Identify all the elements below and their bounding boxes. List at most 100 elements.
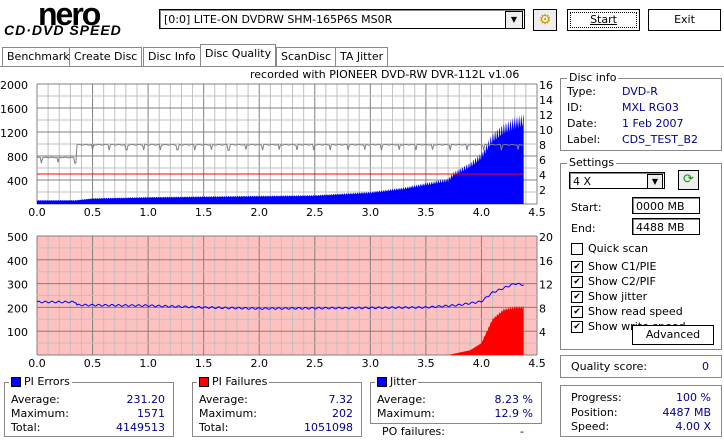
disc-info-key: Date: — [567, 117, 597, 130]
y-tick-label: 100 — [7, 326, 28, 339]
advanced-button[interactable]: Advanced — [632, 325, 714, 345]
disc-info-value: MXL RG03 — [622, 101, 679, 114]
disc-quality-charts: 0.0 0.5 1.0 1.5 2.0 2.5 3.0 3.5 4.0 4.5 2000 1600 12… — [0, 79, 553, 370]
checkbox-box[interactable] — [571, 243, 583, 255]
disc-info-key: Type: — [567, 85, 596, 98]
average-value: 7.32 — [328, 393, 354, 406]
quality-score-value: 0 — [702, 360, 709, 373]
refresh-icon[interactable]: ⟳ — [678, 170, 699, 190]
disc-info-title: Disc info — [567, 71, 619, 84]
checkbox-box[interactable]: ✔ — [571, 291, 583, 303]
speed-value: 4 X — [573, 175, 592, 188]
checkbox-box[interactable]: ✔ — [571, 321, 583, 333]
speed-select[interactable]: 4 X ▼ — [569, 172, 665, 189]
end-input[interactable]: 4488 MB — [632, 218, 700, 235]
checkbox-box[interactable]: ✔ — [571, 261, 583, 273]
disc-info-group: Disc info Type: DVD-R ID: MXL RG03 Date: 1 Fe… — [560, 71, 722, 151]
maximum-value: 1571 — [137, 407, 165, 420]
y-tick-label: 1200 — [0, 127, 28, 140]
checkbox-label: Quick scan — [588, 242, 649, 255]
checkbox-label: Show C2/PIF — [588, 275, 656, 288]
tab-disc-quality[interactable]: Disc Quality — [200, 44, 277, 67]
checkbox-show-c2-pif[interactable]: ✔ Show C2/PIF — [571, 275, 656, 288]
x-tick-label: 2.5 — [306, 357, 324, 370]
tab-ta-jitter[interactable]: TA Jitter — [335, 47, 389, 66]
y2-tick-label: 16 — [539, 79, 553, 92]
progress-value: 100 % — [676, 391, 711, 404]
x-tick-label: 0.5 — [84, 206, 102, 219]
y2-tick-label: 10 — [539, 124, 553, 137]
average-value: 8.23 % — [494, 393, 533, 406]
x-tick-label: 3.5 — [417, 357, 435, 370]
average-label: Average: — [11, 393, 60, 406]
pi-errors-series — [37, 113, 524, 204]
checkbox-quick-scan[interactable]: Quick scan — [571, 242, 648, 255]
y-tick-label: 300 — [7, 279, 28, 292]
checkbox-show-read-speed[interactable]: ✔ Show read speed — [571, 305, 683, 318]
checkbox-show-jitter[interactable]: ✔ Show jitter — [571, 290, 647, 303]
position-value: 4487 MB — [662, 406, 711, 419]
checkbox-label: Show read speed — [588, 305, 683, 318]
checkbox-box[interactable]: ✔ — [571, 276, 583, 288]
start-button[interactable]: Start — [567, 9, 640, 31]
settings-title: Settings — [567, 156, 617, 169]
total-label: Total: — [11, 421, 41, 434]
x-tick-label: 1.5 — [195, 357, 213, 370]
x-tick-label: 2.0 — [250, 206, 268, 219]
x-tick-label: 4.0 — [473, 357, 491, 370]
quality-score-label: Quality score: — [571, 360, 648, 373]
average-label: Average: — [377, 393, 426, 406]
checkbox-label: Show jitter — [588, 290, 648, 303]
drive-config-icon[interactable]: ⚙ — [533, 9, 557, 31]
position-label: Position: — [571, 406, 618, 419]
x-tick-label: 3.0 — [362, 206, 380, 219]
x-tick-label: 0.0 — [28, 357, 46, 370]
tab-scandisc[interactable]: ScanDisc — [276, 47, 337, 66]
checkbox-label: Show C1/PIE — [588, 260, 657, 273]
disc-info-key: ID: — [567, 101, 583, 114]
tab-disc-info[interactable]: Disc Info — [143, 47, 201, 66]
maximum-label: Maximum: — [377, 407, 435, 420]
disc-info-value: CDS_TEST_B2 — [622, 133, 699, 146]
pi_errors-title: PI Errors — [24, 375, 70, 388]
y-tick-label: 800 — [7, 151, 28, 164]
disc-info-value: DVD-R — [622, 85, 658, 98]
chevron-down-icon[interactable]: ▼ — [647, 174, 663, 189]
y2-tick-label: 16 — [539, 255, 553, 268]
drive-select[interactable]: [0:0] LITE-ON DVDRW SHM-165P6S MS0R ▼ — [159, 9, 525, 29]
x-tick-label: 1.0 — [139, 357, 157, 370]
checkbox-box[interactable]: ✔ — [571, 306, 583, 318]
y2-tick-label: 2 — [539, 184, 546, 197]
po-failures-label: PO failures: — [382, 425, 445, 438]
legend-color-icon — [199, 377, 209, 387]
y-tick-label: 400 — [7, 175, 28, 188]
y-tick-label: 500 — [7, 231, 28, 244]
start-label: Start: — [571, 201, 602, 214]
pi-failures-group: PI Failures Average: 7.32 Maximum: 202 Total:… — [192, 375, 362, 437]
tab-create-disc[interactable]: Create Disc — [69, 47, 143, 66]
chevron-down-icon[interactable]: ▼ — [505, 11, 523, 29]
y2-tick-label: 12 — [539, 109, 553, 122]
jitter-group: Jitter Average: 8.23 % Maximum: 12.9 % — [370, 375, 542, 424]
x-tick-label: 4.0 — [473, 206, 491, 219]
content-frame — [0, 66, 724, 442]
y2-tick-label: 4 — [539, 169, 546, 182]
legend-color-icon — [11, 377, 21, 387]
speed-value: 4.00 X — [675, 420, 711, 433]
legend-color-icon — [377, 377, 387, 387]
exit-button[interactable]: Exit — [648, 9, 721, 31]
pi-failures-series — [37, 306, 524, 355]
speed-label: Speed: — [571, 420, 610, 433]
x-tick-label: 0.5 — [84, 357, 102, 370]
progress-group: Progress: 100 % Position: 4487 MB Speed: 4.… — [560, 385, 722, 437]
y2-tick-label: 8 — [539, 302, 546, 315]
tab-benchmark[interactable]: Benchmark — [2, 47, 75, 66]
jitter-series — [36, 282, 524, 310]
x-tick-label: 1.0 — [139, 206, 157, 219]
y2-tick-label: 4 — [539, 326, 546, 339]
maximum-value: 12.9 % — [494, 407, 533, 420]
average-value: 231.20 — [126, 393, 166, 406]
start-input[interactable]: 0000 MB — [632, 197, 700, 214]
checkbox-show-c1-pie[interactable]: ✔ Show C1/PIE — [571, 260, 656, 273]
x-tick-label: 0.0 — [28, 206, 46, 219]
